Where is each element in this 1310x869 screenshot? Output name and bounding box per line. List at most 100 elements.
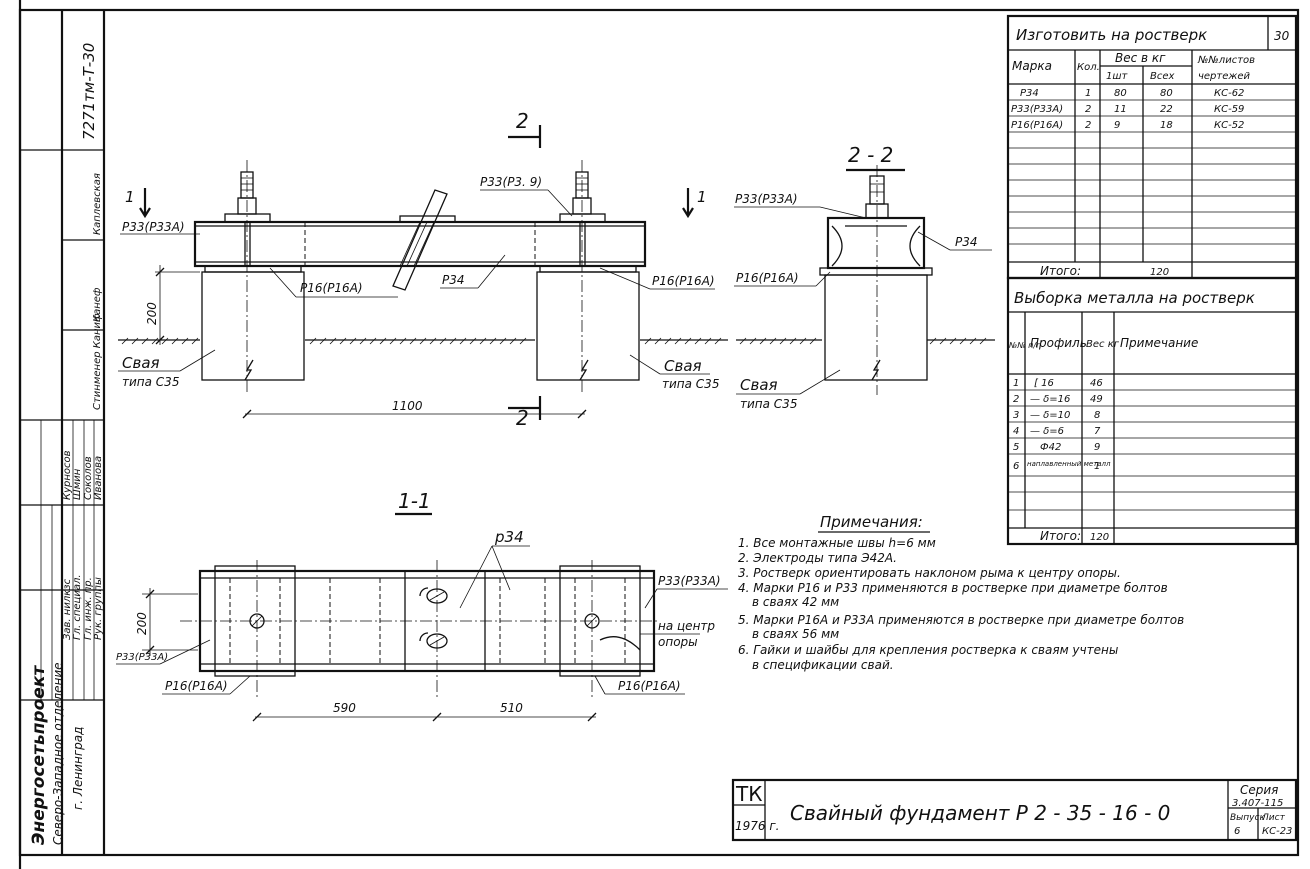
title-block-title: Свайный фундамент Р 2 - 35 - 16 - 0	[790, 801, 1170, 825]
title-block-series: 3.407-115	[1232, 798, 1283, 809]
parts-cell-mark: Р33(Р33А)	[1011, 104, 1063, 115]
note-line: в спецификации свай.	[752, 658, 894, 672]
parts-row: Р16(Р16А) 2 9 18 КС-52	[1011, 120, 1244, 131]
stamp-vertical-name-2: Канеф	[92, 287, 103, 322]
parts-cell-qty: 2	[1085, 104, 1091, 115]
metal-cell-no: 2	[1013, 394, 1019, 405]
title-block-series-label: Серия	[1240, 783, 1278, 797]
metal-cell-weight: 9	[1094, 442, 1100, 453]
metal-table: Выборка металла на ростверк №№ п/п Профи…	[1006, 276, 1298, 546]
callout-p33-side: Р33(Р33А)	[735, 192, 798, 206]
dim-plan-200: 200	[135, 612, 149, 635]
title-block-sheet: КС-23	[1262, 826, 1292, 837]
front-elevation: 200 1100 2 2 1 1 Р33(Р33А) Р33(Р3. 9) Р1…	[118, 109, 728, 430]
metal-total: 120	[1090, 532, 1109, 543]
callout-p16-plan-right: Р16(Р16А)	[618, 679, 681, 693]
dim-span-1100: 1100	[392, 399, 423, 413]
metal-row: 4 — δ=6 7	[1013, 426, 1101, 437]
parts-header-weight: Вес в кг	[1115, 51, 1166, 65]
note-line: 1. Все монтажные швы h=6 мм	[738, 536, 936, 550]
stamp-archive-no: 7271тм-Т-30	[80, 43, 98, 140]
metal-row: 6 наплавленный металл 1	[1013, 460, 1111, 472]
parts-cell-w1: 80	[1114, 88, 1127, 99]
parts-cell-mark: Р16(Р16А)	[1011, 120, 1063, 131]
parts-table: Изготовить на ростверк 30 Марка Кол. Вес…	[1006, 14, 1298, 280]
note-line: 5. Марки Р16А и Р33А применяются в роств…	[738, 613, 1184, 627]
view-title-2-2: 2 - 2	[848, 143, 893, 167]
metal-cell-profile: — δ=6	[1030, 426, 1064, 437]
callout-center-note-2: опоры	[658, 635, 698, 649]
metal-cell-weight: 49	[1090, 394, 1103, 405]
parts-cell-sheet: КС-52	[1214, 120, 1244, 131]
parts-header-qty: Кол.	[1077, 62, 1100, 73]
parts-row: Р33(Р33А) 2 11 22 КС-59	[1011, 104, 1244, 115]
plan-1-1: 1-1 200	[116, 489, 728, 722]
metal-total-label: Итого:	[1040, 529, 1081, 543]
dim-height-200: 200	[145, 302, 159, 325]
stamp-name-1: Курносов	[62, 450, 73, 500]
metal-cell-profile: — δ=16	[1030, 394, 1070, 405]
title-block-sheet-label: Лист	[1261, 813, 1286, 823]
section-2-bottom: 2	[516, 406, 529, 430]
stamp-division: Северо-Западное отделение	[51, 662, 65, 845]
parts-cell-w1: 11	[1114, 104, 1127, 115]
parts-title: Изготовить на ростверк	[1016, 26, 1207, 44]
stamp-name-2: Шмин	[72, 468, 83, 500]
note-line: 6. Гайки и шайбы для крепления ростверка…	[738, 643, 1118, 657]
metal-title: Выборка металла на ростверк	[1014, 289, 1255, 307]
callout-p33-plan-right: Р33(Р33А)	[658, 574, 721, 588]
callout-pile-side: Свая	[740, 376, 778, 394]
stamp-role-4: Рук. группы	[93, 577, 104, 640]
callout-p16-mid: Р16(Р16А)	[300, 281, 363, 295]
parts-cell-wall: 22	[1160, 104, 1173, 115]
stamp-role-3: Гл. инж. пр.	[83, 577, 94, 640]
callout-pile-right-type: типа С35	[662, 377, 719, 391]
note-line: в сваях 56 мм	[752, 627, 839, 641]
callout-p33-plan-left: Р33(Р33А)	[116, 652, 168, 663]
callout-p34-mid: Р34	[442, 273, 465, 287]
callout-p34-plan: р34	[494, 528, 524, 546]
view-title-1-1: 1-1	[398, 489, 431, 513]
callout-p16-side: Р16(Р16А)	[736, 271, 799, 285]
title-block-tk: ТК	[735, 782, 762, 806]
note-line: 4. Марки Р16 и Р33 применяются в роствер…	[738, 581, 1168, 595]
parts-cell-qty: 1	[1085, 88, 1091, 99]
parts-cell-wall: 80	[1160, 88, 1173, 99]
sheet-frame	[18, 0, 1300, 869]
metal-header-profile: Профиль	[1030, 336, 1087, 350]
metal-cell-profile: — δ=10	[1030, 410, 1070, 421]
metal-row: 3 — δ=10 8	[1013, 410, 1100, 421]
stamp-org: Энергосетьпроект	[29, 665, 49, 845]
stamp-name-3: Соколов	[83, 456, 94, 500]
metal-cell-weight: 7	[1094, 426, 1101, 437]
parts-header-w-all: Всех	[1150, 71, 1175, 82]
callout-center-note: на центр	[658, 619, 715, 633]
section-2-top: 2	[516, 109, 529, 133]
metal-cell-weight: 8	[1094, 410, 1100, 421]
notes-block: Примечания: 1. Все монтажные швы h=6 мм …	[738, 513, 1184, 672]
note-line: 2. Электроды типа Э42А.	[738, 551, 897, 565]
callout-pile-right: Свая	[664, 357, 702, 375]
callout-p16-plan-left: Р16(Р16А)	[165, 679, 228, 693]
parts-header-mark: Марка	[1012, 59, 1052, 73]
metal-cell-profile: наплавленный металл	[1027, 460, 1111, 468]
parts-cell-wall: 18	[1160, 120, 1173, 131]
note-line: 3. Ростверк ориентировать наклоном рыма …	[738, 566, 1121, 580]
metal-row: 1 [ 16 46	[1013, 378, 1103, 389]
title-block-year: 1976 г.	[735, 819, 779, 833]
metal-cell-no: 4	[1013, 426, 1019, 437]
note-line: в сваях 42 мм	[752, 595, 839, 609]
metal-cell-no: 6	[1013, 461, 1019, 472]
parts-sheet-no: 30	[1274, 29, 1290, 43]
parts-header-sheets: №№листов	[1197, 55, 1255, 66]
left-stamp: Энергосетьпроект Северо-Западное отделен…	[20, 43, 104, 845]
callout-pile-left: Свая	[122, 354, 160, 372]
parts-total: 120	[1150, 267, 1169, 278]
title-block-issue: 6	[1234, 826, 1240, 837]
callout-p33-top: Р33(Р3. 9)	[480, 175, 542, 189]
metal-row: 2 — δ=16 49	[1013, 394, 1103, 405]
callout-p16-right: Р16(Р16А)	[652, 274, 715, 288]
parts-cell-sheet: КС-59	[1214, 104, 1244, 115]
callout-pile-side-type: типа С35	[740, 397, 797, 411]
